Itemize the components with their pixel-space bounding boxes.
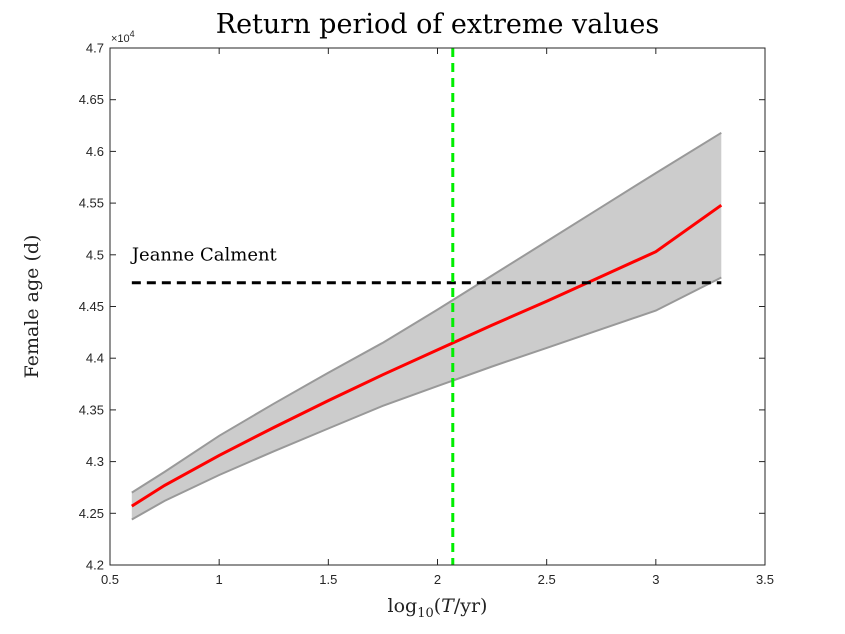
confidence-band-upper: [131, 131, 722, 494]
estimate-line: [130, 203, 723, 508]
confidence-band-lower: [131, 276, 722, 521]
x-ticks: 0.5 1 1.5 2 2.5 3 3.5: [101, 48, 774, 587]
y-ticks: 4.2 4.25 4.3 4.35 4.4 4.45 4.5 4.55 4.6 4.65 4.7: [79, 41, 765, 573]
x-axis-label: log10(T/yr): [388, 595, 488, 621]
y-tick-label: 4.55: [79, 196, 104, 211]
x-tick-label: 3: [652, 572, 659, 587]
x-tick-label: 0.5: [101, 572, 119, 587]
x-tick-label: 1.5: [319, 572, 337, 587]
x-tick-label: 1: [216, 572, 223, 587]
y-tick-label: 4.6: [86, 144, 104, 159]
y-tick-label: 4.4: [86, 351, 104, 366]
y-tick-label: 4.3: [86, 454, 104, 469]
x-tick-label: 2.5: [538, 572, 556, 587]
y-tick-label: 4.65: [79, 92, 104, 107]
x-tick-label: 3.5: [756, 572, 774, 587]
y-multiplier: ×104: [111, 29, 135, 45]
plot-area: Jeanne Calment: [110, 48, 765, 565]
y-tick-label: 4.35: [79, 402, 104, 417]
y-tick-label: 4.25: [79, 506, 104, 521]
y-tick-label: 4.2: [86, 558, 104, 573]
confidence-band: [131, 132, 722, 520]
chart-title: Return period of extreme values: [216, 9, 660, 40]
calment-label: Jeanne Calment: [130, 245, 278, 266]
y-axis-label: Female age (d): [21, 235, 43, 379]
axes-box: [110, 48, 765, 565]
y-tick-label: 4.7: [86, 41, 104, 56]
y-tick-label: 4.5: [86, 247, 104, 262]
y-tick-label: 4.45: [79, 299, 104, 314]
axes: 0.5 1 1.5 2 2.5 3 3.5 4.2 4.25 4.3 4.35 4.4 4.45 4.5…: [79, 29, 774, 587]
x-tick-label: 2: [434, 572, 441, 587]
